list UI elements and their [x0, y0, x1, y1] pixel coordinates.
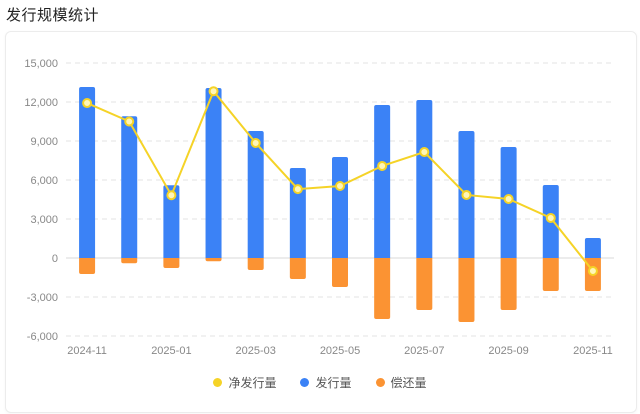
- x-tick-label: 2025-09: [488, 345, 528, 357]
- legend-item-repay[interactable]: 偿还量: [375, 374, 427, 391]
- legend-label: 净发行量: [228, 376, 277, 390]
- net-point[interactable]: [250, 137, 261, 148]
- x-tick-label: 2025-11: [573, 345, 613, 357]
- issue-bar[interactable]: [205, 87, 222, 259]
- page-title: 发行规模统计: [6, 6, 100, 24]
- repay-bar[interactable]: [79, 258, 96, 274]
- legend-dot-icon: [375, 378, 385, 387]
- repay-bar[interactable]: [458, 258, 475, 322]
- legend-item-net[interactable]: 净发行量: [213, 374, 276, 391]
- repay-bar[interactable]: [163, 258, 180, 269]
- net-point[interactable]: [377, 160, 388, 171]
- issue-bar[interactable]: [416, 100, 433, 258]
- repay-bar[interactable]: [374, 258, 391, 319]
- y-tick-label: 15,000: [24, 58, 58, 70]
- x-tick-label: 2024-11: [67, 345, 107, 357]
- chart-legend: 净发行量 发行量 偿还量: [0, 374, 640, 391]
- repay-bar[interactable]: [332, 258, 348, 287]
- net-point[interactable]: [208, 86, 219, 97]
- y-tick-label: 6,000: [30, 175, 58, 187]
- x-axis-labels: 2024-11 2025-01 2025-03 2025-05 2025-07 2025-…: [67, 345, 612, 357]
- issue-bar[interactable]: [163, 185, 180, 258]
- issue-bar[interactable]: [121, 116, 138, 258]
- repay-bar[interactable]: [121, 258, 138, 264]
- net-point[interactable]: [587, 266, 598, 276]
- legend-label: 发行量: [315, 376, 352, 390]
- net-point[interactable]: [82, 98, 93, 109]
- x-tick-label: 2025-03: [236, 345, 276, 357]
- net-point[interactable]: [166, 190, 177, 201]
- net-issuance-line: [82, 86, 598, 276]
- net-point[interactable]: [545, 212, 556, 223]
- net-point[interactable]: [419, 147, 430, 158]
- y-tick-label: 3,000: [30, 214, 58, 226]
- legend-label: 偿还量: [390, 376, 427, 390]
- repay-bar[interactable]: [247, 258, 264, 270]
- repay-bar[interactable]: [416, 258, 433, 310]
- net-point[interactable]: [124, 116, 135, 127]
- y-tick-label: 9,000: [30, 136, 58, 148]
- y-tick-label: -6,000: [27, 331, 58, 343]
- y-tick-label: 12,000: [24, 97, 58, 109]
- repay-bar[interactable]: [500, 258, 517, 310]
- y-tick-label: 0: [52, 253, 58, 265]
- y-axis-labels: 15,000 12,000 9,000 6,000 3,000 0 -3,000 -6,000: [24, 58, 58, 343]
- y-tick-label: -3,000: [27, 292, 58, 304]
- repay-bar[interactable]: [542, 258, 559, 292]
- repay-bar[interactable]: [289, 258, 306, 280]
- legend-item-issue[interactable]: 发行量: [300, 374, 352, 391]
- issue-bar[interactable]: [79, 87, 96, 258]
- chart-card: [5, 31, 637, 413]
- issue-bar[interactable]: [374, 104, 391, 259]
- bar-series: [79, 87, 601, 322]
- net-point[interactable]: [335, 180, 345, 191]
- net-point[interactable]: [461, 189, 472, 200]
- x-tick-label: 2025-01: [151, 345, 191, 357]
- x-tick-label: 2025-07: [404, 345, 444, 357]
- issue-bar[interactable]: [584, 237, 601, 258]
- legend-dot-icon: [300, 378, 310, 387]
- issue-bar[interactable]: [332, 156, 348, 258]
- issue-bar[interactable]: [247, 130, 264, 258]
- net-point[interactable]: [292, 184, 303, 195]
- repay-bar[interactable]: [205, 258, 222, 262]
- net-point[interactable]: [503, 193, 514, 204]
- x-tick-label: 2025-05: [320, 345, 360, 357]
- legend-dot-icon: [213, 378, 223, 387]
